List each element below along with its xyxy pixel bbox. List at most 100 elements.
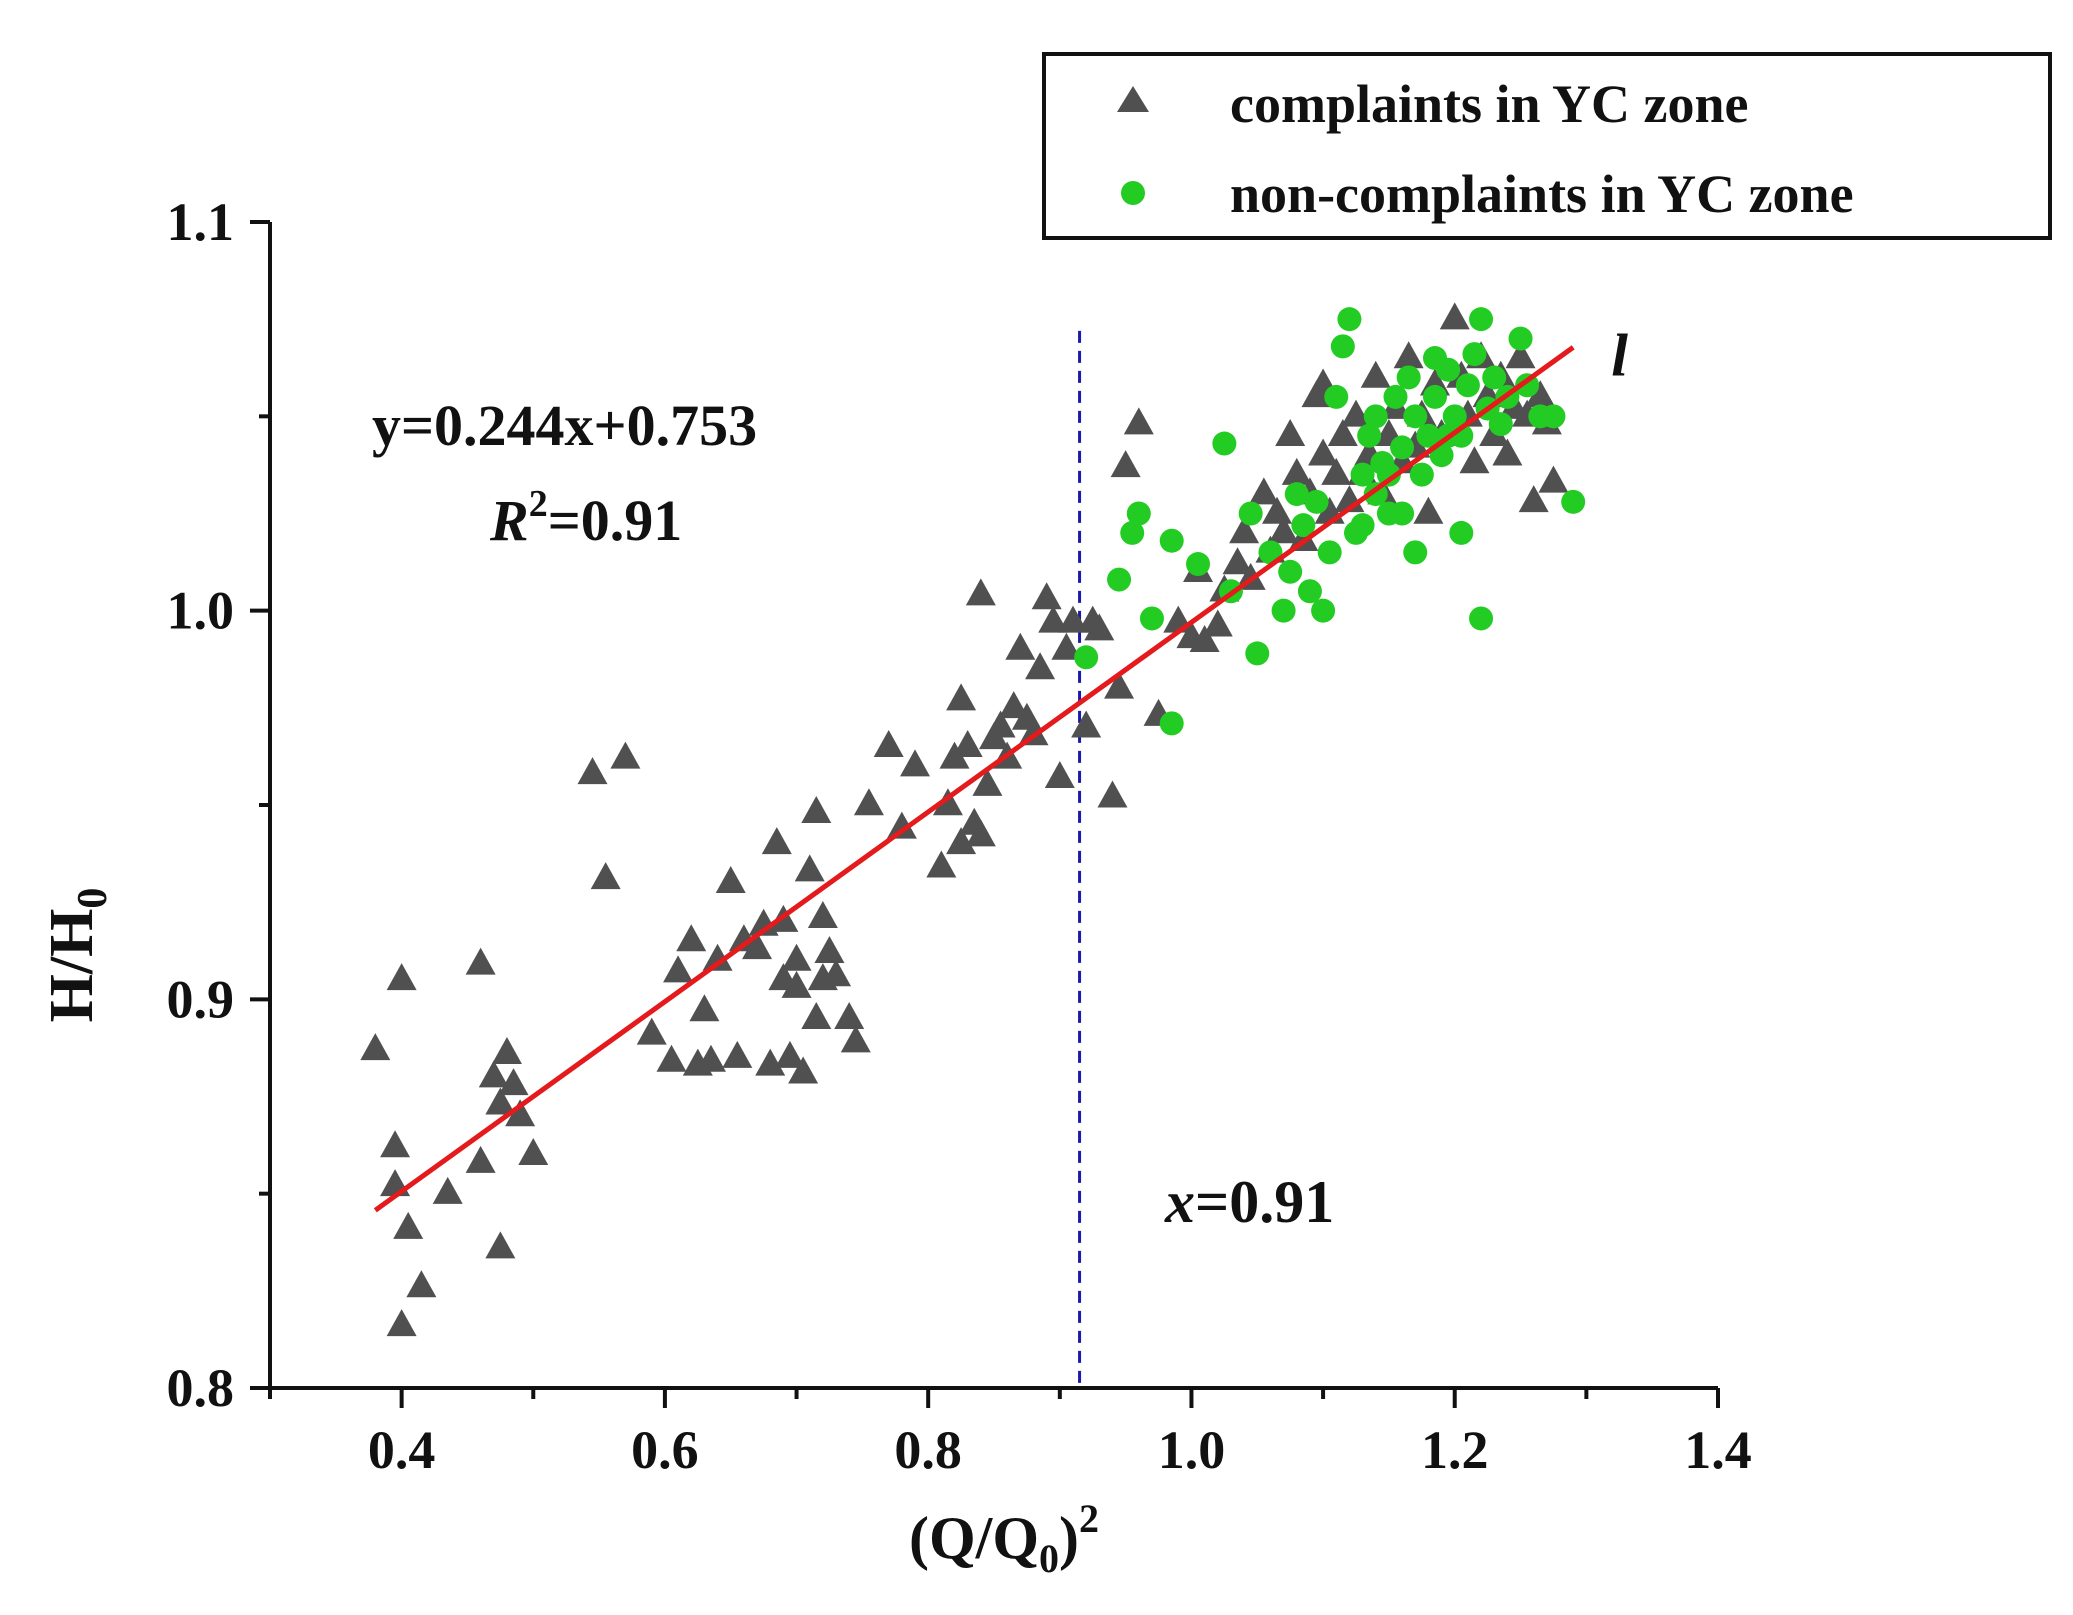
x-tick-label: 0.4 <box>368 1420 436 1480</box>
data-point-non-complaint <box>1311 598 1336 623</box>
data-point-complaint <box>715 865 746 893</box>
data-point-complaint <box>1439 302 1470 330</box>
legend-marker-non-complaints <box>1121 181 1145 205</box>
data-point-complaint <box>722 1040 753 1068</box>
points-layer <box>360 302 1586 1337</box>
threshold-label-variable: x <box>1164 1169 1195 1235</box>
x-axis-title-main: (Q/Q <box>909 1505 1039 1571</box>
data-point-complaint <box>1341 399 1371 427</box>
x-axis-title-subscript: 0 <box>1039 1536 1059 1581</box>
data-point-complaint <box>1123 407 1154 435</box>
data-point-complaint <box>1327 419 1358 447</box>
data-point-complaint <box>485 1231 516 1259</box>
data-point-complaint <box>1005 632 1036 660</box>
data-point-complaint <box>498 1068 529 1096</box>
data-point-complaint <box>1308 438 1339 466</box>
data-point-non-complaint <box>1416 423 1441 448</box>
data-point-complaint <box>1084 613 1115 641</box>
legend-label-complaints: complaints in YC zone <box>1230 74 1749 134</box>
data-point-complaint <box>1044 761 1075 789</box>
data-point-non-complaint <box>1390 435 1415 460</box>
data-point-complaint <box>1459 446 1490 474</box>
data-point-non-complaint <box>1396 365 1421 390</box>
data-point-complaint <box>590 862 621 890</box>
data-point-non-complaint <box>1469 307 1494 332</box>
data-point-complaint <box>807 900 838 928</box>
data-point-complaint <box>518 1138 549 1166</box>
data-point-non-complaint <box>1422 346 1447 371</box>
data-point-complaint <box>636 1017 667 1045</box>
data-point-non-complaint <box>1291 513 1316 538</box>
y-tick-label: 1.0 <box>167 581 235 641</box>
r-squared-label: R2=0.91 <box>489 483 682 553</box>
x-axis-title-close: ) <box>1059 1505 1079 1571</box>
data-point-complaint <box>742 932 773 960</box>
data-point-complaint <box>406 1270 437 1298</box>
data-point-complaint <box>1248 477 1279 505</box>
data-point-complaint <box>946 683 977 711</box>
data-point-complaint <box>386 963 417 991</box>
data-point-complaint <box>656 1044 687 1072</box>
data-point-complaint <box>965 578 996 606</box>
y-tick-label: 0.8 <box>167 1358 235 1418</box>
data-point-non-complaint <box>1317 540 1342 565</box>
x-tick-label: 0.8 <box>894 1420 962 1480</box>
data-point-complaint <box>610 741 641 769</box>
data-point-complaint <box>814 935 845 963</box>
data-point-non-complaint <box>1284 482 1309 507</box>
data-point-complaint <box>689 994 720 1022</box>
data-point-complaint <box>380 1130 411 1158</box>
data-point-complaint <box>1281 457 1312 485</box>
data-point-complaint <box>1492 438 1523 466</box>
data-point-complaint <box>485 1087 516 1115</box>
data-point-non-complaint <box>1409 462 1434 487</box>
data-point-non-complaint <box>1383 384 1408 409</box>
data-point-complaint <box>840 1025 871 1053</box>
data-point-complaint <box>801 1002 832 1030</box>
data-point-complaint <box>702 943 733 971</box>
data-point-complaint <box>478 1060 509 1088</box>
data-point-non-complaint <box>1449 520 1474 545</box>
data-point-complaint <box>946 827 977 855</box>
legend-marker-complaints <box>1117 86 1149 112</box>
y-axis-title-main: H/H <box>38 909 106 1023</box>
fit-line-layer: l <box>373 322 1628 1213</box>
data-point-complaint <box>788 1056 819 1084</box>
data-point-complaint <box>1189 625 1220 653</box>
data-point-complaint <box>1202 609 1233 637</box>
data-point-non-complaint <box>1422 384 1447 409</box>
r-squared-superscript: 2 <box>529 483 548 525</box>
data-point-non-complaint <box>1482 365 1507 390</box>
data-point-complaint <box>761 827 792 855</box>
threshold-label-value: =0.91 <box>1195 1169 1334 1235</box>
data-point-complaint <box>952 729 983 757</box>
data-point-complaint <box>998 691 1029 719</box>
legend-box <box>1042 52 2052 240</box>
data-point-complaint <box>360 1033 391 1061</box>
y-axis-title: H/H0 <box>38 888 116 1023</box>
data-point-complaint <box>1110 450 1141 478</box>
r-squared-letter: R <box>489 488 529 553</box>
data-point-complaint <box>965 819 996 847</box>
data-point-complaint <box>972 768 1003 796</box>
data-point-complaint <box>1268 516 1299 544</box>
data-point-complaint <box>465 1145 496 1173</box>
x-axis-title-superscript: 2 <box>1079 1496 1099 1541</box>
data-point-complaint <box>1229 516 1260 544</box>
data-point-complaint <box>774 1040 805 1068</box>
data-point-complaint <box>577 757 608 785</box>
data-point-complaint <box>386 1309 417 1337</box>
data-point-non-complaint <box>1139 606 1164 631</box>
data-point-complaint <box>1393 341 1424 369</box>
y-tick-label: 1.1 <box>167 192 235 252</box>
data-point-complaint <box>1025 652 1056 680</box>
data-point-non-complaint <box>1186 552 1211 577</box>
data-point-complaint <box>1413 496 1444 524</box>
data-point-non-complaint <box>1357 423 1382 448</box>
data-point-complaint <box>1038 605 1069 633</box>
data-point-complaint <box>432 1176 463 1204</box>
data-point-complaint <box>1518 485 1549 513</box>
data-point-complaint <box>1275 419 1306 447</box>
